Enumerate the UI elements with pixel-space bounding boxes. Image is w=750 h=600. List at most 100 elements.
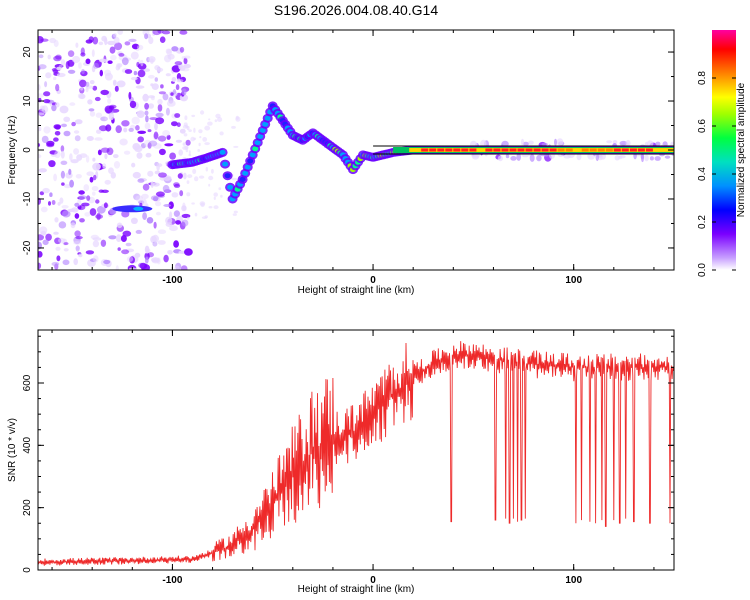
spectral-noise-blob xyxy=(85,58,91,65)
spectral-noise-blob xyxy=(55,246,61,251)
spectral-noise-blob xyxy=(129,256,136,264)
y-tick-label: 10 xyxy=(22,95,33,107)
spectral-noise-blob xyxy=(74,230,81,237)
spectral-noise-blob xyxy=(53,55,62,62)
spectral-noise-blob xyxy=(38,154,42,159)
spectral-noise-blob xyxy=(140,143,146,149)
spectral-noise-blob xyxy=(113,36,120,44)
spectral-noise-blob xyxy=(144,33,149,40)
spectral-noise-blob xyxy=(217,117,223,122)
spectral-noise-blob xyxy=(135,85,145,89)
spectral-noise-blob xyxy=(81,202,90,207)
spectral-noise-blob xyxy=(184,115,188,121)
spectral-noise-blob xyxy=(207,121,213,126)
spectral-noise-blob xyxy=(91,186,99,191)
spectral-noise-blob xyxy=(194,176,199,182)
spectral-noise-blob xyxy=(646,140,654,148)
spectral-noise-blob xyxy=(60,145,65,153)
spectral-noise-blob xyxy=(86,195,91,201)
spectral-noise-blob xyxy=(164,143,174,147)
spectral-noise-blob xyxy=(174,61,183,66)
spectral-noise-blob xyxy=(75,42,79,48)
spectral-noise-blob xyxy=(168,201,174,209)
spectral-noise-blob xyxy=(154,65,160,71)
spectral-noise-blob xyxy=(522,141,529,146)
spectral-noise-blob xyxy=(198,142,201,147)
spectral-noise-blob xyxy=(80,87,84,91)
spectral-noise-blob xyxy=(183,122,188,127)
ridge-core xyxy=(227,184,234,190)
spectral-noise-blob xyxy=(163,204,172,207)
spectral-noise-blob xyxy=(154,170,161,175)
ridge-core xyxy=(219,149,226,155)
spectral-noise-blob xyxy=(233,145,239,148)
spectral-noise-blob xyxy=(78,190,85,195)
snr-xlabel: Height of straight line (km) xyxy=(298,584,415,595)
spectral-noise-blob xyxy=(179,30,188,35)
spectral-noise-blob xyxy=(520,138,525,146)
spectral-noise-blob xyxy=(45,233,52,241)
carrier-line-hot xyxy=(605,148,613,152)
spectral-noise-blob xyxy=(60,59,66,66)
spectral-noise-blob xyxy=(231,177,238,181)
spectral-noise-blob xyxy=(185,148,189,153)
spectral-noise-blob xyxy=(45,72,52,79)
spectral-noise-blob xyxy=(62,259,70,266)
spectral-noise-blob xyxy=(96,205,106,214)
chart-title: S196.2026.004.08.40.G14 xyxy=(274,2,438,18)
spectral-noise-blob xyxy=(144,122,151,130)
y-tick-label: 200 xyxy=(22,499,33,516)
spectral-noise-blob xyxy=(115,234,122,243)
spectral-noise-blob xyxy=(151,83,159,90)
spectral-noise-blob xyxy=(148,36,154,45)
spectral-noise-blob xyxy=(63,242,69,246)
spectral-noise-blob xyxy=(162,184,170,193)
spectral-noise-blob xyxy=(61,205,69,209)
spectral-noise-blob xyxy=(88,108,95,112)
spectral-noise-blob xyxy=(145,115,149,123)
spectral-noise-blob xyxy=(40,38,49,42)
spectral-noise-blob xyxy=(162,93,169,101)
spectral-noise-blob xyxy=(219,131,224,136)
spectral-noise-blob xyxy=(103,259,111,265)
spectral-noise-blob xyxy=(510,156,517,161)
spectral-noise-blob xyxy=(233,210,238,214)
spectral-noise-blob xyxy=(38,262,42,269)
spectral-noise-blob xyxy=(81,68,85,75)
ridge-core xyxy=(264,115,271,121)
spectral-noise-blob xyxy=(38,112,45,116)
spectral-noise-blob xyxy=(103,202,108,209)
spectral-noise-blob xyxy=(142,183,150,191)
spectral-noise-blob xyxy=(171,65,181,73)
spectral-noise-blob xyxy=(157,98,163,105)
spectral-noise-blob xyxy=(612,140,618,145)
spectral-noise-blob xyxy=(165,48,172,54)
spectral-noise-blob xyxy=(177,173,183,179)
spectral-noise-blob xyxy=(39,191,45,196)
ridge-core xyxy=(252,146,259,152)
spectral-noise-blob xyxy=(96,212,101,221)
spectral-noise-blob xyxy=(182,68,190,72)
spectral-noise-blob xyxy=(98,189,105,193)
colorbar-tick-label: 0.6 xyxy=(697,119,708,133)
spectral-noise-blob xyxy=(179,46,185,53)
spectral-noise-blob xyxy=(117,30,123,35)
spectral-noise-blob xyxy=(71,121,76,127)
spectral-noise-blob xyxy=(202,137,208,142)
spectral-noise-blob xyxy=(117,247,121,251)
spectral-noise-blob xyxy=(145,152,152,158)
spectral-noise-blob xyxy=(121,120,130,127)
spectral-noise-blob xyxy=(114,85,119,92)
spectral-noise-blob xyxy=(158,135,167,142)
carrier-line-hot xyxy=(613,148,621,152)
spectral-noise-blob xyxy=(188,154,192,157)
spectral-noise-blob xyxy=(123,127,128,133)
spectral-noise-blob xyxy=(184,145,189,150)
carrier-line-hot xyxy=(453,148,461,152)
spectral-noise-blob xyxy=(43,99,51,104)
spectral-noise-blob xyxy=(119,138,128,146)
spectral-noise-blob xyxy=(90,258,97,263)
spectral-noise-blob xyxy=(54,131,61,136)
spectral-noise-blob xyxy=(183,55,191,59)
spectral-noise-blob xyxy=(130,51,139,60)
